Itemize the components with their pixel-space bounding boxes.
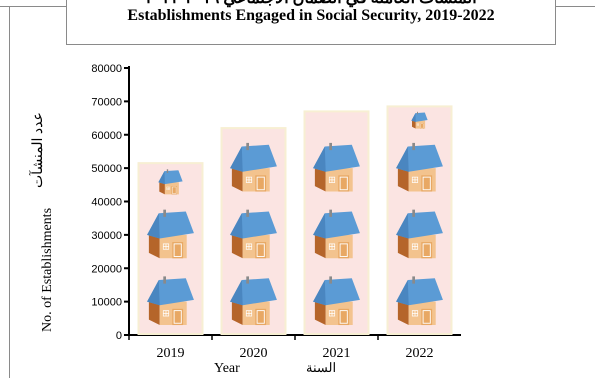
y-tick-label: 70000	[91, 96, 122, 108]
axes: 0 10000 20000 30000 40000 50000 60000 70000 8000…	[91, 63, 461, 361]
bar-group	[386, 105, 453, 335]
bar-group	[303, 110, 370, 335]
y-axis-label: No. of Establishments	[40, 207, 55, 333]
x-axis-label-arabic: السنة	[306, 360, 337, 375]
x-tick-label: 2022	[406, 346, 434, 361]
y-tick-label: 30000	[91, 230, 122, 242]
bars	[137, 105, 453, 335]
y-tick-label: 0	[116, 330, 122, 342]
x-tick-label: 2020	[240, 346, 268, 361]
bar-group	[137, 162, 204, 335]
y-tick-label: 60000	[91, 130, 122, 142]
chart-title: Establishments Engaged in Social Securit…	[127, 7, 495, 24]
y-tick-label: 40000	[91, 197, 122, 209]
y-tick-label: 20000	[91, 263, 122, 275]
x-tick-label: 2019	[157, 346, 185, 361]
y-axis-label-arabic: عدد المنشآت	[31, 112, 46, 188]
frame-border-left	[9, 6, 10, 378]
y-tick-label: 50000	[91, 163, 122, 175]
chart-title-arabic: المنشآت العاملة في الضمان الاجتماعي ٢٠١٩…	[67, 0, 555, 8]
frame-line-right	[556, 6, 595, 7]
x-axis-label: Year	[214, 361, 240, 376]
title-box: المنشآت العاملة في الضمان الاجتماعي ٢٠١٩…	[66, 0, 556, 45]
y-tick-label: 10000	[91, 297, 122, 309]
y-tick-label: 80000	[91, 63, 122, 75]
x-tick-label: 2021	[323, 346, 351, 361]
bar-group	[220, 127, 287, 335]
frame-line-left	[0, 6, 66, 7]
